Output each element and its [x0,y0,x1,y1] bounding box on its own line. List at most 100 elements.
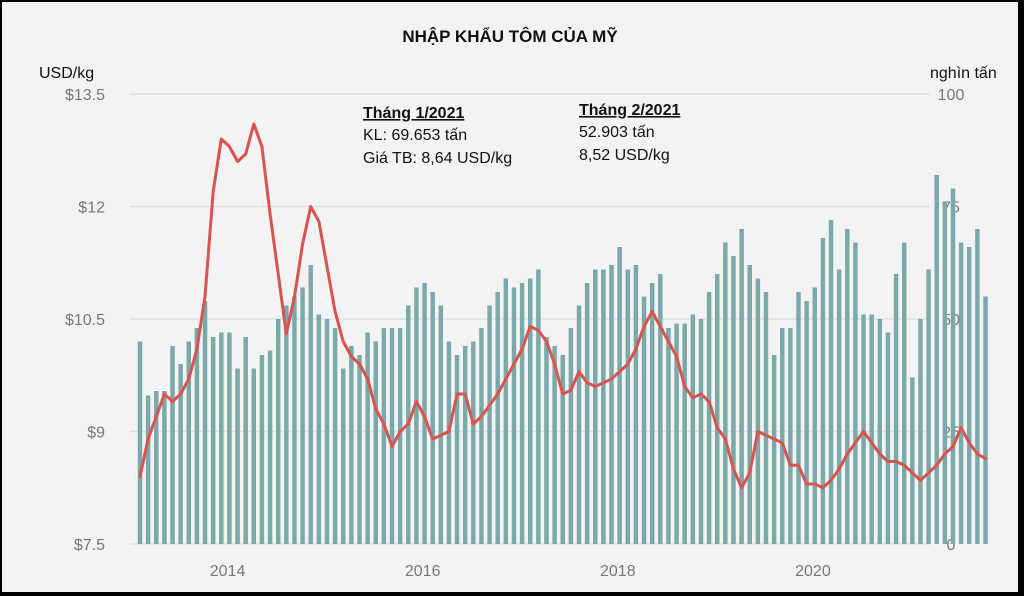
annotation-jan-volume: KL: 69.653 tấn [363,127,467,144]
volume-bar [885,332,891,544]
volume-bar [820,238,826,544]
volume-bar [194,328,200,544]
volume-bar [251,368,257,544]
left-tick-label: $13.5 [65,87,105,104]
volume-bar [658,274,663,544]
annotation-feb-price: 8,52 USD/kg [579,147,670,164]
volume-bar [560,355,565,544]
volume-bar [828,220,834,544]
volume-bar [958,242,964,544]
volume-bar [341,368,346,544]
chart-title: NHẬP KHẨU TÔM CỦA MỸ [402,26,618,46]
volume-bar [747,265,752,544]
volume-bar [576,305,582,544]
volume-bar [584,283,590,544]
volume-bar [332,328,338,544]
volume-bar [788,328,793,544]
volume-bar [186,341,192,544]
volume-bar [259,355,265,544]
volume-bar [365,332,370,544]
volume-bar [690,314,696,544]
volume-bar [536,269,541,544]
annotation-feb-2021: Tháng 2/2021 52.903 tấn 8,52 USD/kg [579,102,680,164]
volume-bar [154,391,159,544]
right-tick-label: 0 [947,537,956,554]
left-tick-label: $12 [78,200,105,217]
volume-bar [877,319,883,544]
volume-bar [674,323,679,544]
volume-bar [869,314,874,544]
volume-bar [267,350,273,544]
volume-bar [471,341,476,544]
volume-bar [397,328,403,544]
volume-bar [275,319,281,544]
volume-bar [519,283,525,544]
volume-bar [544,337,549,544]
volume-bar [284,305,289,544]
volume-bar [479,328,484,544]
volume-bar [145,395,151,544]
volume-bar [454,355,460,544]
left-axis-unit: USD/kg [39,65,94,82]
volume-bar [796,292,801,544]
volume-bar [625,269,631,544]
volume-bar [975,229,980,544]
volume-bar [950,188,956,544]
x-tick-label: 2020 [795,563,831,580]
volume-bar [438,305,444,544]
left-tick-label: $9 [87,425,105,442]
volume-bar [666,328,671,544]
volume-bar [780,328,785,544]
volume-bar [324,319,330,544]
x-tick-label: 2018 [600,563,636,580]
volume-bar [731,256,736,544]
volume-bar [349,346,354,544]
volume-bar [300,287,305,544]
volume-bar [649,283,655,544]
volume-bar [845,229,850,544]
volume-bar [966,247,972,544]
volume-bar [918,319,923,544]
volume-bar [487,305,492,544]
annotation-feb-heading: Tháng 2/2021 [579,102,680,119]
volume-bar [308,265,313,544]
volume-bar [243,337,248,544]
volume-bar [714,274,720,544]
volume-bar [210,337,216,544]
volume-bar [698,319,704,544]
x-tick-label: 2014 [210,563,246,580]
volume-bar [861,314,866,544]
left-tick-label: $7.5 [74,537,105,554]
volume-bar [983,296,988,544]
annotation-jan-price: Giá TB: 8,64 USD/kg [363,150,512,167]
price-line-series [138,122,987,490]
volume-bar [357,355,362,544]
volume-bar [926,269,931,544]
volume-bar [706,292,712,544]
left-tick-label: $10.5 [65,312,105,329]
volume-bar [373,341,378,544]
volume-bar [381,328,387,544]
volume-bar [292,296,297,544]
x-axis-ticks: 2014 2016 2018 2020 [210,563,831,580]
volume-bar [853,242,858,544]
volume-bar [641,296,647,544]
volume-bar [910,377,915,544]
volume-bar [601,269,606,544]
volume-bar [633,265,639,544]
volume-bar [723,242,728,544]
volume-bar [495,292,500,544]
volume-bar [414,287,419,544]
volume-bar [934,175,939,544]
volume-bar [755,278,761,544]
volume-bar [219,332,224,544]
volume-bar [430,292,435,544]
volume-bar [552,346,557,544]
annotation-jan-2021: Tháng 1/2021 KL: 69.653 tấn Giá TB: 8,64… [363,105,512,167]
volume-bar [178,364,183,544]
right-tick-label: 100 [938,87,965,104]
volume-bar [682,323,687,544]
volume-bar [804,301,809,544]
volume-bar [202,301,208,544]
volume-bar [446,341,452,544]
